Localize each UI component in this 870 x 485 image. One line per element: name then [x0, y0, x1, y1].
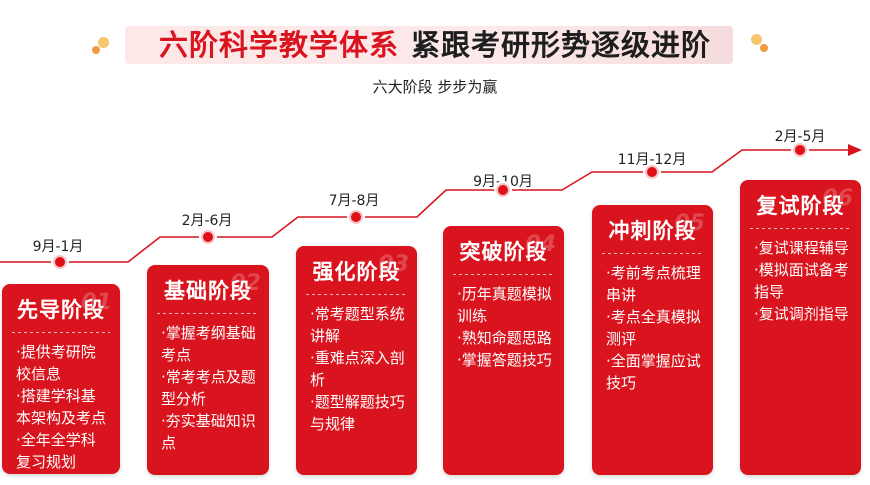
stage-item: ·熟知命题思路	[457, 329, 552, 347]
stage-item: ·全年全学科复习规划	[16, 431, 96, 471]
title-red: 六阶科学教学体系	[158, 28, 399, 62]
timeline-dot-icon	[349, 210, 363, 224]
stage-item: ·全面掌握应试技巧	[606, 352, 701, 392]
stage-item: ·夯实基础知识点	[161, 412, 256, 452]
stage-item: ·复试课程辅导	[754, 239, 849, 257]
stage-title: 复试阶段	[756, 194, 845, 218]
page-title: 六阶科学教学体系 紧跟考研形势逐级进阶	[0, 26, 870, 64]
decor-dot-icon	[92, 46, 100, 54]
stage-divider	[750, 228, 851, 229]
timeline-dot-icon	[53, 255, 67, 269]
stage-card: 03 强化阶段 ·常考题型系统讲解 ·重难点深入剖析 ·题型解题技巧与规律	[296, 246, 417, 475]
stage-item-list: ·提供考研院校信息 ·搭建学科基本架构及考点 ·全年全学科复习规划	[2, 341, 120, 473]
stage-item: ·掌握考纲基础考点	[161, 324, 256, 364]
stage-card: 01 先导阶段 ·提供考研院校信息 ·搭建学科基本架构及考点 ·全年全学科复习规划	[2, 284, 120, 474]
stage-item: ·模拟面试备考指导	[754, 261, 849, 301]
stage-card: 05 冲刺阶段 ·考前考点梳理串讲 ·考点全真模拟测评 ·全面掌握应试技巧	[592, 205, 713, 475]
stage-title: 冲刺阶段	[608, 219, 697, 243]
stage-card: 04 突破阶段 ·历年真题模拟训练 ·熟知命题思路 ·掌握答题技巧	[443, 226, 564, 475]
stage-number: 05	[674, 211, 705, 236]
stage-item: ·常考考点及题型分析	[161, 368, 256, 408]
stage-divider	[12, 332, 110, 333]
stage-date-label: 2月-5月	[774, 129, 826, 145]
stage-item: ·常考题型系统讲解	[310, 305, 405, 345]
stage-item: ·复试调剂指导	[754, 305, 849, 323]
stage-title: 先导阶段	[17, 298, 105, 322]
arrow-head-icon	[848, 144, 862, 156]
stage-item-list: ·复试课程辅导 ·模拟面试备考指导 ·复试调剂指导	[740, 237, 861, 325]
stage-item: ·搭建学科基本架构及考点	[16, 387, 107, 427]
timeline-line	[0, 149, 850, 263]
decor-dot-icon	[98, 37, 109, 48]
timeline-dot-icon	[645, 165, 659, 179]
stage-item-list: ·历年真题模拟训练 ·熟知命题思路 ·掌握答题技巧	[443, 283, 564, 371]
stage-item: ·重难点深入剖析	[310, 349, 405, 389]
title-band	[125, 26, 733, 64]
stage-divider	[453, 274, 554, 275]
stage-title: 强化阶段	[312, 260, 401, 284]
stage-item: ·考前考点梳理串讲	[606, 264, 701, 304]
page-subtitle: 六大阶段 步步为赢	[372, 78, 498, 96]
stage-item-list: ·常考题型系统讲解 ·重难点深入剖析 ·题型解题技巧与规律	[296, 303, 417, 435]
stage-title: 基础阶段	[164, 279, 252, 303]
stage-title: 突破阶段	[459, 240, 548, 264]
stage-number: 04	[525, 232, 556, 257]
stage-item: ·掌握答题技巧	[457, 351, 552, 369]
stage-item-list: ·考前考点梳理串讲 ·考点全真模拟测评 ·全面掌握应试技巧	[592, 262, 713, 394]
stage-number: 01	[81, 290, 112, 315]
stage-card: 06 复试阶段 ·复试课程辅导 ·模拟面试备考指导 ·复试调剂指导	[740, 180, 861, 475]
stage-card: 02 基础阶段 ·掌握考纲基础考点 ·常考考点及题型分析 ·夯实基础知识点	[147, 265, 269, 475]
decor-dot-icon	[751, 34, 762, 45]
stage-date-label: 2月-6月	[181, 213, 233, 229]
stage-item: ·提供考研院校信息	[16, 343, 96, 383]
timeline-dot-icon	[201, 230, 215, 244]
stage-item: ·考点全真模拟测评	[606, 308, 701, 348]
stage-divider	[306, 294, 407, 295]
decor-dot-icon	[760, 44, 768, 52]
timeline-dot-icon	[496, 183, 510, 197]
stage-item: ·历年真题模拟训练	[457, 285, 552, 325]
stage-date-label: 7月-8月	[328, 193, 380, 209]
stage-divider	[602, 253, 703, 254]
title-black: 紧跟考研形势逐级进阶	[411, 28, 712, 62]
stage-item: ·题型解题技巧与规律	[310, 393, 405, 433]
stage-divider	[157, 313, 259, 314]
stage-number: 02	[230, 271, 261, 296]
stage-date-label: 9月-10月	[473, 174, 533, 190]
stage-number: 03	[378, 252, 409, 277]
stage-date-label: 9月-1月	[32, 239, 84, 255]
stage-number: 06	[822, 186, 853, 211]
timeline-dot-icon	[793, 143, 807, 157]
stage-item-list: ·掌握考纲基础考点 ·常考考点及题型分析 ·夯实基础知识点	[147, 322, 269, 454]
stage-date-label: 11月-12月	[617, 152, 687, 168]
